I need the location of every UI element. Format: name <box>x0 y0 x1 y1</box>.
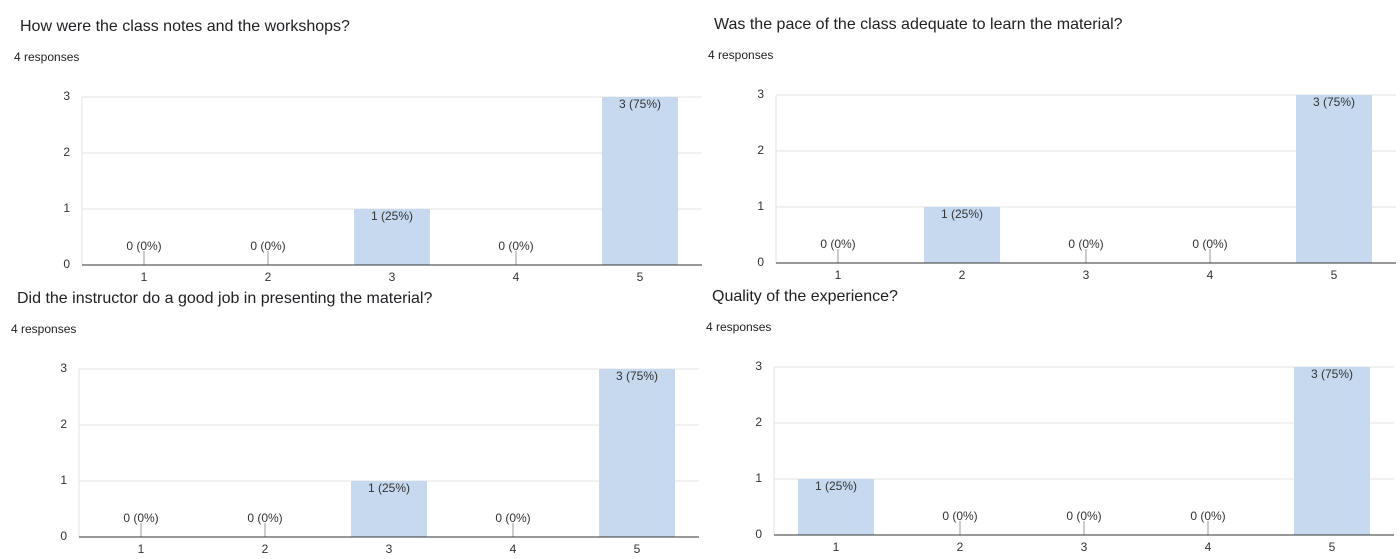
value-label: 3 (75%) <box>1311 367 1353 381</box>
value-label: 0 (0%) <box>247 511 282 525</box>
value-label: 0 (0%) <box>126 239 161 253</box>
value-label: 0 (0%) <box>498 239 533 253</box>
y-tick-label: 0 <box>63 257 70 271</box>
value-label: 0 (0%) <box>1190 509 1225 523</box>
y-tick-label: 2 <box>63 145 70 159</box>
y-tick-label: 2 <box>60 417 67 431</box>
bar <box>798 479 874 535</box>
y-tick-label: 0 <box>757 255 764 269</box>
chart-panel: Was the pace of the class adequate to le… <box>708 16 1396 282</box>
x-tick-label: 3 <box>1083 268 1090 282</box>
response-count: 4 responses <box>11 322 76 336</box>
x-tick-label: 2 <box>265 270 272 284</box>
x-tick-label: 5 <box>634 542 641 556</box>
x-tick-label: 5 <box>637 270 644 284</box>
y-tick-label: 3 <box>755 359 762 373</box>
y-tick-label: 3 <box>757 87 764 101</box>
value-label: 0 (0%) <box>250 239 285 253</box>
response-count: 4 responses <box>706 320 771 334</box>
question-title: Quality of the experience? <box>712 288 898 305</box>
question-title: Did the instructor do a good job in pres… <box>17 290 432 307</box>
value-label: 1 (25%) <box>941 207 983 221</box>
response-count: 4 responses <box>14 50 79 64</box>
y-tick-label: 1 <box>60 473 67 487</box>
y-tick-label: 1 <box>757 199 764 213</box>
x-tick-label: 1 <box>141 270 148 284</box>
x-tick-label: 4 <box>1207 268 1214 282</box>
x-tick-label: 3 <box>1081 540 1088 554</box>
x-tick-label: 2 <box>262 542 269 556</box>
value-label: 0 (0%) <box>942 509 977 523</box>
value-label: 1 (25%) <box>371 209 413 223</box>
value-label: 1 (25%) <box>815 479 857 493</box>
y-tick-label: 3 <box>63 89 70 103</box>
value-label: 3 (75%) <box>619 97 661 111</box>
bar <box>924 207 1000 263</box>
x-tick-label: 3 <box>389 270 396 284</box>
x-tick-label: 2 <box>957 540 964 554</box>
value-label: 1 (25%) <box>368 481 410 495</box>
bar <box>351 481 427 537</box>
value-label: 0 (0%) <box>820 237 855 251</box>
bar <box>354 209 430 265</box>
bar <box>1296 95 1372 263</box>
x-tick-label: 4 <box>510 542 517 556</box>
bar <box>599 369 675 537</box>
y-tick-label: 2 <box>755 415 762 429</box>
y-tick-label: 0 <box>755 527 762 541</box>
value-label: 0 (0%) <box>1192 237 1227 251</box>
x-tick-label: 5 <box>1329 540 1336 554</box>
value-label: 0 (0%) <box>495 511 530 525</box>
chart-panel: How were the class notes and the worksho… <box>14 18 702 284</box>
question-title: How were the class notes and the worksho… <box>20 18 350 35</box>
y-tick-label: 1 <box>63 201 70 215</box>
question-title: Was the pace of the class adequate to le… <box>714 16 1123 33</box>
chart-panel: Did the instructor do a good job in pres… <box>11 290 699 556</box>
value-label: 0 (0%) <box>123 511 158 525</box>
x-tick-label: 1 <box>835 268 842 282</box>
x-tick-label: 3 <box>386 542 393 556</box>
chart-panel: Quality of the experience? 4 responses 0 1 2… <box>706 288 1394 554</box>
value-label: 3 (75%) <box>616 369 658 383</box>
bar <box>602 97 678 265</box>
y-tick-label: 1 <box>755 471 762 485</box>
x-tick-label: 4 <box>513 270 520 284</box>
x-tick-label: 1 <box>138 542 145 556</box>
y-tick-label: 3 <box>60 361 67 375</box>
value-label: 0 (0%) <box>1068 237 1103 251</box>
x-tick-label: 2 <box>959 268 966 282</box>
value-label: 0 (0%) <box>1066 509 1101 523</box>
x-tick-label: 4 <box>1205 540 1212 554</box>
x-tick-label: 1 <box>833 540 840 554</box>
value-label: 3 (75%) <box>1313 95 1355 109</box>
response-count: 4 responses <box>708 48 773 62</box>
bar <box>1294 367 1370 535</box>
x-tick-label: 5 <box>1331 268 1338 282</box>
y-tick-label: 0 <box>60 529 67 543</box>
y-tick-label: 2 <box>757 143 764 157</box>
